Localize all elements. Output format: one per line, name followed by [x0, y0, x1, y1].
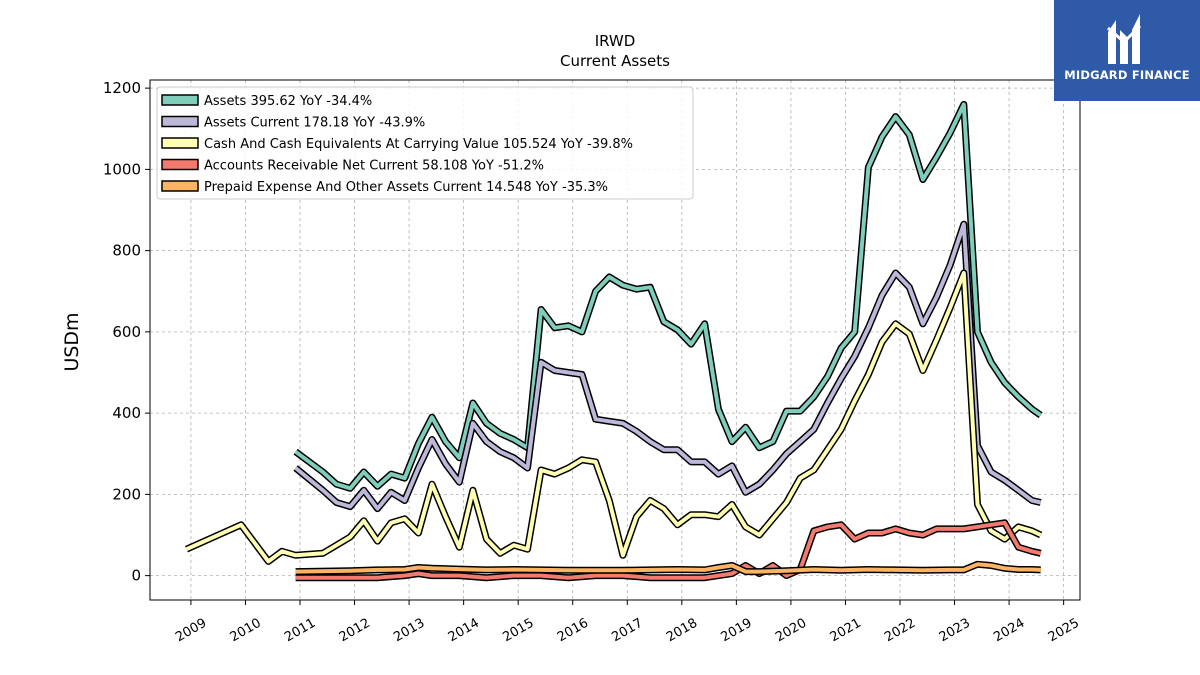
- series-assets-current-line: [294, 222, 1042, 511]
- x-tick-label: 2017: [609, 616, 645, 646]
- x-tick-label: 2025: [1046, 616, 1082, 646]
- legend-swatch: [161, 158, 199, 171]
- y-tick-label: 1200: [103, 79, 141, 97]
- legend-entry: Cash And Cash Equivalents At Carrying Va…: [204, 137, 633, 152]
- y-axis-label: USDm: [61, 312, 83, 371]
- series-assets-line: [294, 102, 1042, 491]
- x-tick-label: 2023: [937, 616, 973, 646]
- logo-mark-icon: [1107, 14, 1142, 64]
- x-tick-label: 2014: [446, 616, 482, 646]
- logo-text: MIDGARD FINANCE: [1064, 68, 1190, 82]
- series-cash-and-cash-equivalents-at-carrying-value-line: [185, 271, 1042, 564]
- x-tick-label: 2011: [282, 616, 318, 646]
- x-tick-label: 2022: [882, 616, 918, 646]
- legend-swatch: [161, 180, 199, 192]
- x-tick-label: 2021: [828, 616, 864, 646]
- y-tick-label: 800: [112, 242, 141, 260]
- x-tick-label: 2015: [500, 616, 536, 646]
- legend-entry: Accounts Receivable Net Current 58.108 Y…: [204, 159, 544, 174]
- x-tick-label: 2016: [555, 616, 591, 646]
- chart-title: IRWD: [595, 32, 636, 50]
- legend-entry: Prepaid Expense And Other Assets Current…: [204, 180, 608, 195]
- y-tick-label: 0: [131, 567, 141, 585]
- y-tick-label: 1000: [103, 160, 141, 178]
- x-tick-label: 2013: [391, 616, 427, 646]
- plot-frame: [149, 79, 1081, 601]
- x-tick-label: 2018: [664, 616, 700, 646]
- chart-subtitle: Current Assets: [560, 52, 670, 70]
- x-tick-label: 2019: [719, 616, 755, 646]
- legend-box: [156, 86, 694, 200]
- series-layer: [185, 100, 1043, 582]
- x-tick-label: 2012: [337, 616, 373, 646]
- x-tick-label: 2009: [173, 616, 209, 646]
- legend-swatch: [161, 115, 199, 128]
- x-tick-label: 2010: [228, 616, 264, 646]
- y-tick-label: 600: [112, 323, 141, 341]
- brand-logo: MIDGARD FINANCE: [1054, 0, 1200, 101]
- legend-swatch: [161, 137, 199, 149]
- legend-swatch: [161, 94, 199, 106]
- x-tick-label: 2020: [773, 616, 809, 646]
- y-tick-label: 400: [112, 404, 141, 422]
- legend: Assets 395.62 YoY -34.4% Assets Current 1…: [156, 86, 694, 200]
- y-tick-label: 200: [112, 485, 141, 503]
- legend-entry: Assets Current 178.18 YoY -43.9%: [204, 116, 425, 131]
- x-tick-label: 2024: [991, 616, 1027, 646]
- legend-entry: Assets 395.62 YoY -34.4%: [204, 94, 372, 109]
- series-prepaid-expense-and-other-assets-current-line: [295, 562, 1041, 574]
